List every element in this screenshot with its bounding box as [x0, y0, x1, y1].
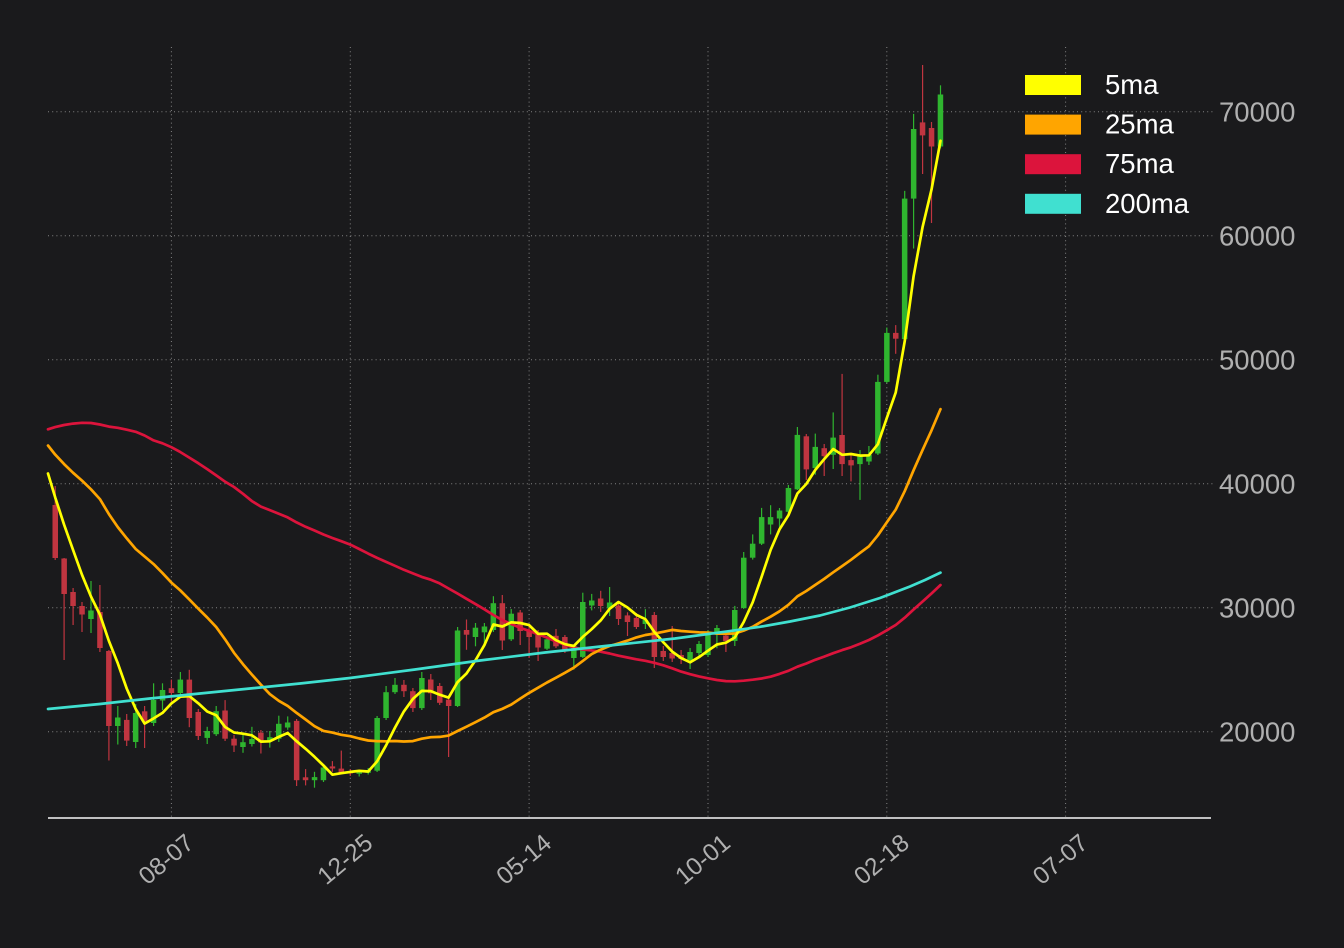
svg-text:30000: 30000: [1219, 592, 1295, 623]
svg-text:5ma: 5ma: [1105, 69, 1159, 100]
svg-text:25ma: 25ma: [1105, 109, 1174, 140]
svg-text:40000: 40000: [1219, 468, 1295, 499]
svg-text:70000: 70000: [1219, 96, 1295, 127]
svg-text:20000: 20000: [1219, 716, 1295, 747]
svg-text:60000: 60000: [1219, 220, 1295, 251]
svg-text:75ma: 75ma: [1105, 148, 1174, 179]
svg-text:50000: 50000: [1219, 344, 1295, 375]
svg-text:200ma: 200ma: [1105, 188, 1190, 219]
